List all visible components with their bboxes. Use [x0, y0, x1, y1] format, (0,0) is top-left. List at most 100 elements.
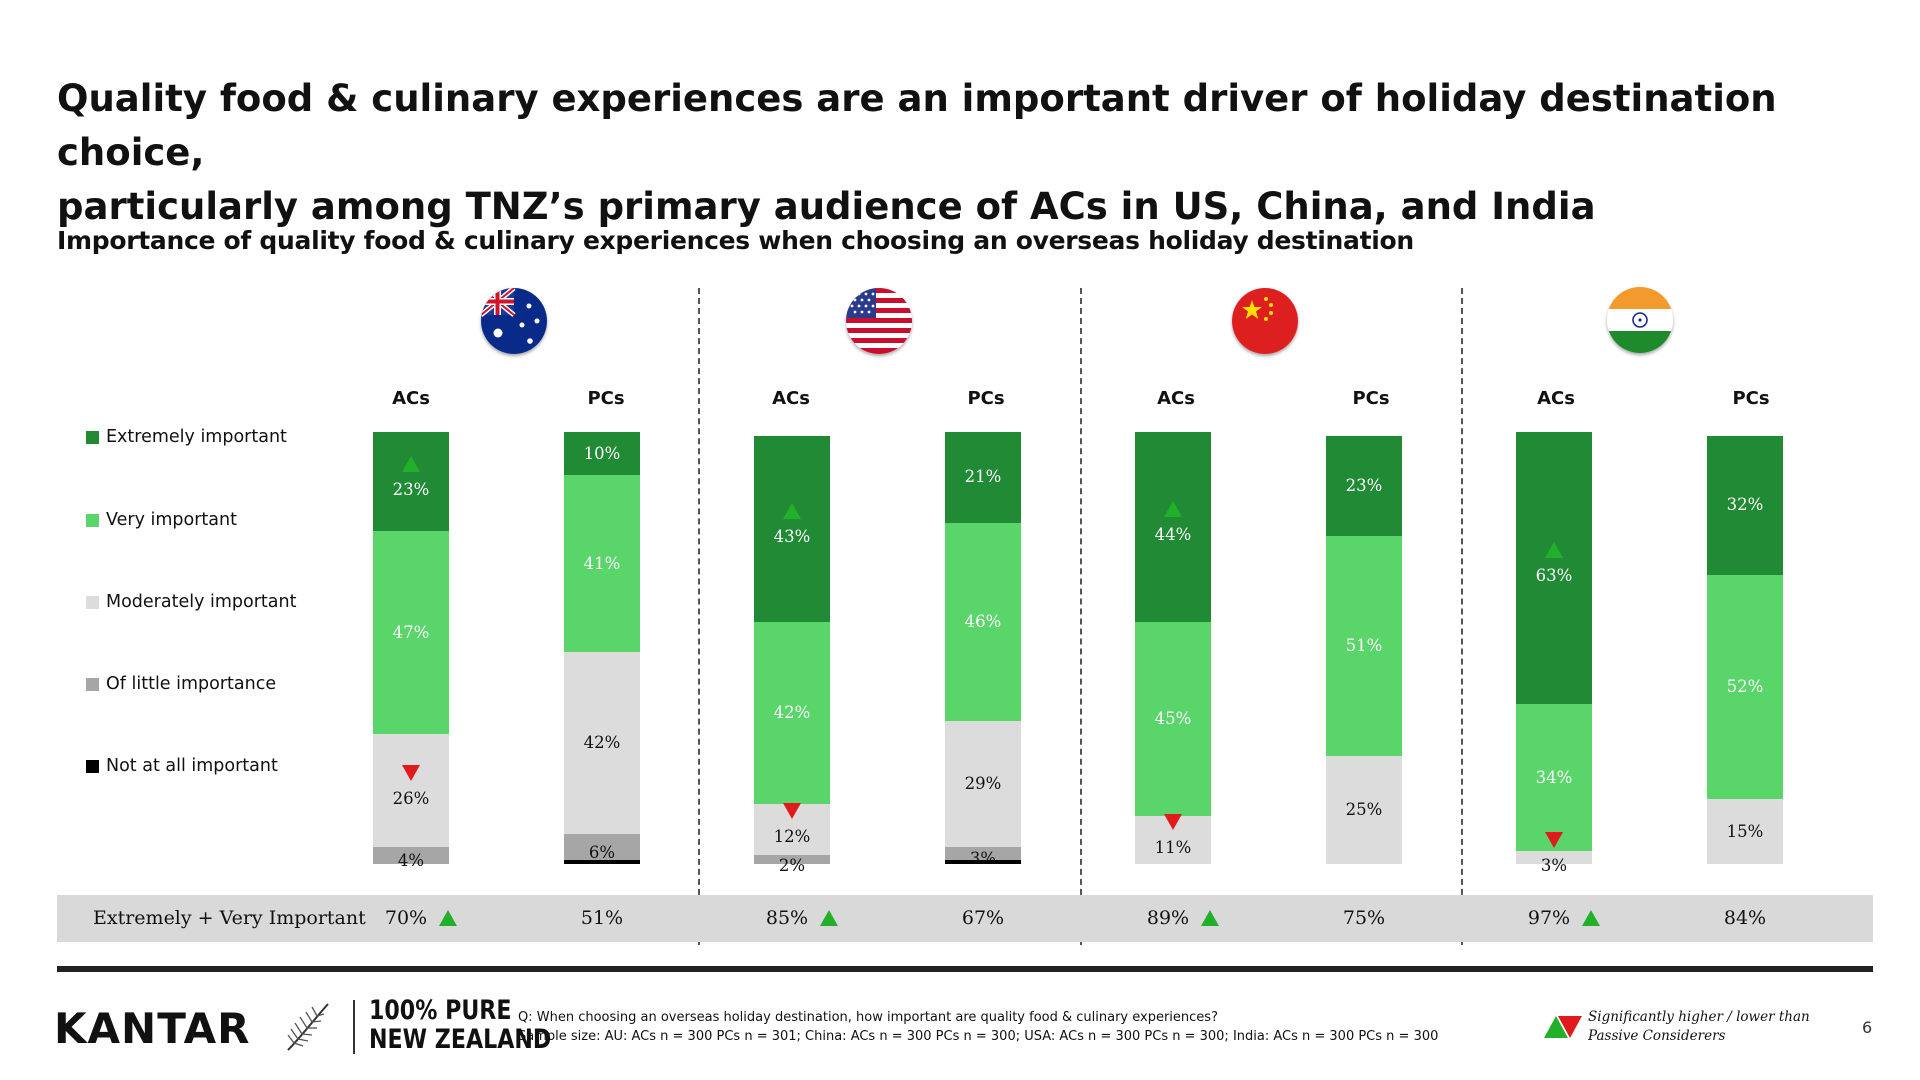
bar-value-label: 47% — [392, 622, 430, 642]
bar-label-cn-pcs: PCs — [1352, 388, 1390, 409]
bar-label-au-acs: ACs — [392, 388, 430, 409]
bar-segment-very — [754, 622, 830, 804]
bar-segment-very — [1707, 574, 1783, 800]
india-flag-icon — [1607, 287, 1673, 353]
summary-value: 84% — [1723, 907, 1767, 929]
bar-segment-little — [373, 846, 449, 864]
summary-value: 85% — [765, 907, 809, 929]
pure-nz-logo: 100% PURE NEW ZEALAND — [369, 996, 551, 1054]
up-arrow-icon — [439, 910, 457, 926]
bar-segment-moderately — [373, 734, 449, 847]
legend-item-moderately: Moderately important — [86, 591, 296, 613]
bar-segment-not-at-all — [564, 861, 640, 864]
bar-segment-very — [1135, 622, 1211, 817]
bar-value-label: 42% — [773, 702, 811, 722]
bar-value-label: 42% — [583, 733, 621, 753]
bar-segment-extremely — [1516, 432, 1592, 705]
bar-value-label: 51% — [1345, 635, 1383, 655]
bar-value-label: 21% — [964, 467, 1002, 487]
bar-segment-extremely — [373, 432, 449, 532]
bar-value-label: 26% — [392, 788, 430, 808]
bar-label-in-acs: ACs — [1537, 388, 1575, 409]
fern-logo-icon — [287, 1003, 329, 1051]
bar-value-label: 23% — [392, 479, 430, 499]
group-divider — [1461, 288, 1463, 945]
down-arrow-icon — [402, 764, 420, 781]
bar-segment-little — [564, 833, 640, 860]
summary-value: 89% — [1146, 907, 1190, 929]
bar-segment-not-at-all — [945, 861, 1021, 864]
legend-item-extremely: Extremely important — [86, 426, 287, 448]
bar-segment-very — [373, 531, 449, 735]
footer-rule — [57, 966, 1873, 972]
bar-segment-extremely — [754, 436, 830, 623]
slide-title: Quality food & culinary experiences are … — [57, 72, 1857, 234]
down-arrow-icon — [1545, 831, 1563, 848]
bar-value-label: 63% — [1535, 566, 1573, 586]
significance-arrows-icon — [1544, 1016, 1582, 1038]
bar-segment-moderately — [945, 721, 1021, 847]
chart-subtitle: Importance of quality food & culinary ex… — [57, 226, 1414, 255]
bar-value-label: 3% — [1540, 855, 1568, 875]
bar-value-label: 29% — [964, 774, 1002, 794]
china-flag-icon — [1232, 288, 1298, 354]
up-arrow-icon — [1582, 910, 1600, 926]
legend-item-very: Very important — [86, 509, 237, 531]
bar-value-label: 6% — [588, 842, 616, 862]
summary-value: 75% — [1342, 907, 1386, 929]
bar-value-label: 11% — [1154, 838, 1192, 858]
bar-value-label: 52% — [1726, 676, 1764, 696]
bar-segment-very — [564, 475, 640, 653]
down-arrow-icon — [1164, 814, 1182, 831]
significance-note-line-1: Significantly higher / lower than — [1588, 1009, 1810, 1025]
bar-segment-very — [945, 522, 1021, 722]
bar-segment-extremely — [1135, 432, 1211, 623]
footnote: Q: When choosing an overseas holiday des… — [518, 1008, 1438, 1046]
bar-label-us-acs: ACs — [772, 388, 810, 409]
up-arrow-icon — [1201, 910, 1219, 926]
legend-swatch-extremely — [86, 430, 99, 444]
slide-title-line-2: particularly among TNZ’s primary audienc… — [57, 185, 1596, 228]
summary-band — [57, 895, 1873, 942]
up-arrow-icon — [1164, 501, 1182, 518]
bar-segment-extremely — [1707, 436, 1783, 575]
bar-value-label: 25% — [1345, 800, 1383, 819]
group-divider — [698, 288, 700, 945]
bar-segment-very — [1516, 704, 1592, 852]
summary-value: 67% — [961, 907, 1005, 929]
legend-label-extremely: Extremely important — [106, 427, 287, 447]
bar-segment-moderately — [564, 652, 640, 834]
up-arrow-icon — [402, 455, 420, 472]
bar-value-label: 10% — [583, 443, 621, 463]
up-arrow-icon — [1545, 542, 1563, 559]
logo-separator — [353, 1000, 355, 1054]
bar-value-label: 2% — [778, 855, 806, 875]
kantar-logo: KANTAR — [54, 1004, 251, 1053]
legend-label-not-at-all: Not at all important — [106, 756, 278, 776]
significance-note: Significantly higher / lower than Passiv… — [1588, 1008, 1810, 1046]
summary-value: 70% — [384, 907, 428, 929]
bar-segment-extremely — [564, 432, 640, 476]
australia-flag-icon — [481, 288, 547, 354]
bar-label-cn-acs: ACs — [1157, 388, 1195, 409]
legend-swatch-little — [86, 677, 99, 691]
summary-value: 97% — [1527, 907, 1571, 929]
bar-value-label: 34% — [1535, 767, 1573, 787]
legend-swatch-not-at-all — [86, 759, 99, 773]
bar-segment-moderately — [1707, 799, 1783, 864]
legend-swatch-very — [86, 513, 99, 527]
group-divider — [1080, 288, 1082, 945]
summary-value: 51% — [580, 907, 624, 929]
footnote-sample: Sample size: AU: ACs n = 300 PCs n = 301… — [518, 1029, 1439, 1044]
summary-label: Extremely + Very Important — [93, 907, 366, 929]
page-number: 6 — [1862, 1018, 1873, 1037]
bar-segment-extremely — [1326, 436, 1402, 536]
legend-label-very: Very important — [106, 510, 237, 530]
footnote-question: Q: When choosing an overseas holiday des… — [518, 1010, 1218, 1025]
down-arrow-icon — [783, 803, 801, 820]
legend-swatch-moderately — [86, 595, 99, 609]
bar-value-label: 41% — [583, 553, 621, 573]
bar-value-label: 4% — [397, 851, 425, 871]
legend-item-little: Of little importance — [86, 673, 276, 695]
bar-label-in-pcs: PCs — [1732, 388, 1770, 409]
